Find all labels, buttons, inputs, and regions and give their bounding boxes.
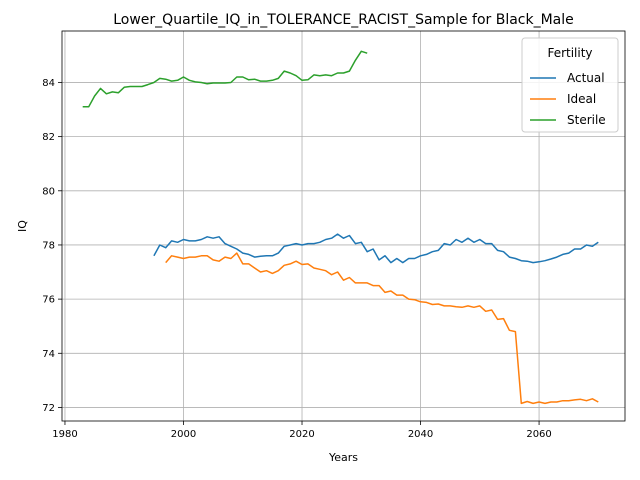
series-lines [82,50,599,405]
y-tick-label: 74 [42,349,55,360]
y-tick-label: 76 [42,295,55,306]
y-tick-label: 72 [42,403,55,414]
x-axis-label: Years [328,451,358,464]
x-tick-label: 2060 [526,429,551,440]
x-tick-label: 2020 [289,429,314,440]
legend-label-ideal: Ideal [567,92,596,106]
y-axis-label: IQ [16,220,29,232]
chart-title: Lower_Quartile_IQ_in_TOLERANCE_RACIST_Sa… [113,12,574,28]
series-line-actual [153,233,599,264]
y-tick-label: 82 [42,132,55,143]
legend: Fertility Actual Ideal Sterile [521,37,619,133]
legend-label-actual: Actual [567,71,605,85]
legend-title: Fertility [547,46,592,60]
x-tick-label: 2000 [171,429,196,440]
series-line-sterile [82,50,368,108]
grid-lines [62,31,625,421]
x-tick-label: 1980 [52,429,77,440]
series-line-ideal [165,252,599,405]
y-axis-ticks: 72 74 76 78 80 82 84 [42,78,62,414]
y-tick-label: 84 [42,78,55,89]
x-axis-ticks: 1980 2000 2020 2040 2060 [52,421,552,440]
y-tick-label: 80 [42,186,55,197]
y-tick-label: 78 [42,240,55,251]
legend-box [521,37,619,133]
legend-label-sterile: Sterile [567,113,606,127]
x-tick-label: 2040 [408,429,433,440]
plot-frame [61,30,626,422]
